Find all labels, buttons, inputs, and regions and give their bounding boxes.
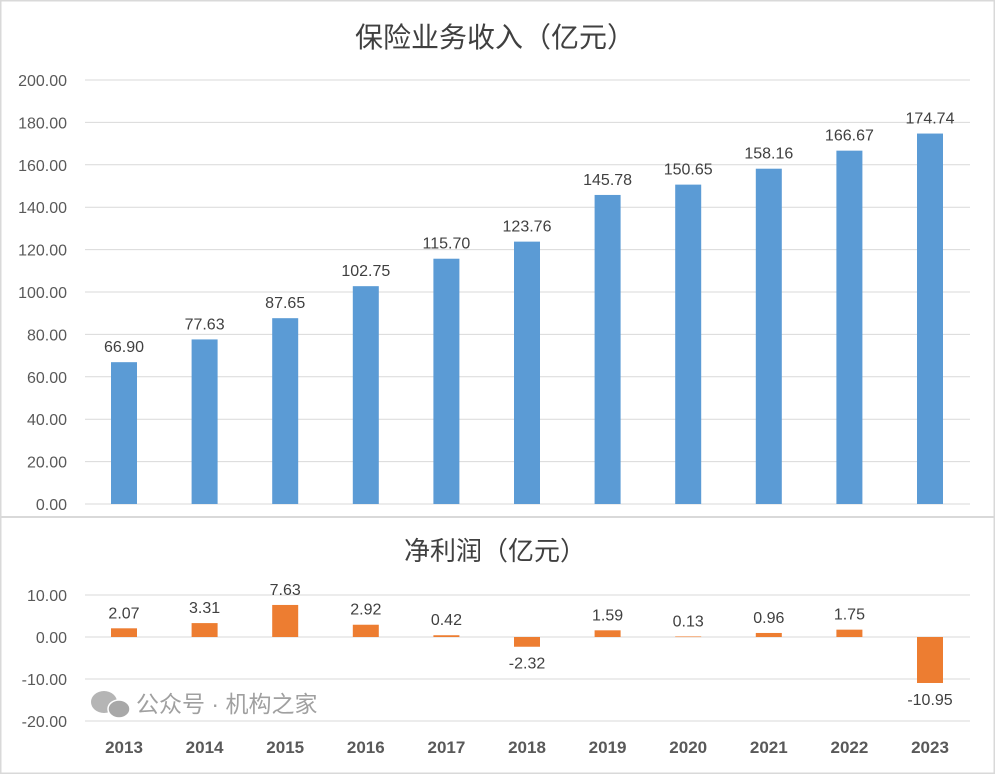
revenue-bar-2017 <box>433 258 460 504</box>
revenue-data-label: 87.65 <box>265 295 305 312</box>
net-profit-data-label: 0.96 <box>753 610 784 627</box>
revenue-data-label: 150.65 <box>664 162 713 179</box>
net-profit-bar-2018 <box>514 637 540 647</box>
net-profit-data-label: 0.13 <box>673 613 704 630</box>
x-tick-label: 2020 <box>669 738 707 757</box>
revenue-data-label: 174.74 <box>906 111 955 128</box>
top-chart-title: 保险业务收入（亿元） <box>355 22 635 53</box>
x-tick-label: 2022 <box>830 738 868 757</box>
revenue-data-label: 77.63 <box>185 316 225 333</box>
revenue-y-tick-label: 140.00 <box>18 200 67 217</box>
revenue-y-tick-label: 20.00 <box>27 455 67 472</box>
revenue-y-tick-label: 100.00 <box>18 285 67 302</box>
net-profit-y-tick-label: -10.00 <box>22 672 67 689</box>
x-tick-label: 2019 <box>589 738 627 757</box>
net-profit-bar-2023 <box>917 637 943 683</box>
revenue-data-label: 123.76 <box>503 219 552 236</box>
revenue-data-label: 66.90 <box>104 339 144 356</box>
net-profit-y-tick-label: 10.00 <box>27 588 67 605</box>
x-tick-label: 2013 <box>105 738 143 757</box>
net-profit-bar-2021 <box>755 632 782 637</box>
net-profit-data-label: -10.95 <box>907 692 952 709</box>
x-tick-label: 2016 <box>347 738 385 757</box>
net-profit-bar-2016 <box>352 624 379 637</box>
net-profit-data-label: 7.63 <box>270 582 301 599</box>
net-profit-data-label: 3.31 <box>189 600 220 617</box>
x-tick-label: 2023 <box>911 738 949 757</box>
x-tick-label: 2018 <box>508 738 546 757</box>
net-profit-bar-2022 <box>836 629 863 637</box>
revenue-y-tick-label: 60.00 <box>27 370 67 387</box>
revenue-y-tick-label: 0.00 <box>36 497 67 514</box>
revenue-bar-2020 <box>675 184 702 504</box>
x-tick-label: 2021 <box>750 738 788 757</box>
x-tick-label: 2017 <box>427 738 465 757</box>
revenue-y-tick-label: 180.00 <box>18 115 67 132</box>
net-profit-data-label: -2.32 <box>509 656 546 673</box>
net-profit-bar-2013 <box>111 628 137 637</box>
watermark: 公众号 · 机构之家 <box>91 691 317 719</box>
net-profit-data-label: 1.75 <box>834 607 865 624</box>
revenue-y-tick-label: 160.00 <box>18 158 67 175</box>
net-profit-y-tick-label: -20.00 <box>22 714 67 731</box>
bottom-chart-title: 净利润（亿元） <box>404 536 586 566</box>
x-tick-label: 2014 <box>186 738 224 757</box>
revenue-bar-2014 <box>191 339 218 504</box>
revenue-data-label: 102.75 <box>341 263 390 280</box>
revenue-data-label: 158.16 <box>744 146 793 163</box>
revenue-bar-2013 <box>111 362 137 504</box>
revenue-y-tick-label: 200.00 <box>18 73 67 90</box>
revenue-bar-2022 <box>836 150 863 504</box>
net-profit-data-label: 2.92 <box>350 602 381 619</box>
net-profit-bar-2014 <box>191 623 218 637</box>
net-profit-y-tick-label: 0.00 <box>36 630 67 647</box>
net-profit-bar-2019 <box>594 630 621 637</box>
net-profit-bar-2015 <box>272 604 299 637</box>
net-profit-data-label: 0.42 <box>431 612 462 629</box>
net-profit-data-label: 1.59 <box>592 607 623 624</box>
net-profit-bar-2017 <box>433 635 460 637</box>
net-profit-bar-2020 <box>675 636 702 638</box>
revenue-y-tick-label: 120.00 <box>18 243 67 260</box>
watermark-text: 公众号 · 机构之家 <box>136 691 317 717</box>
revenue-bar-2016 <box>352 286 379 504</box>
x-tick-label: 2015 <box>266 738 304 757</box>
revenue-y-tick-label: 80.00 <box>27 327 67 344</box>
wechat-icon <box>91 691 131 719</box>
net-profit-data-label: 2.07 <box>108 605 139 622</box>
revenue-bar-2018 <box>514 241 540 505</box>
revenue-data-label: 115.70 <box>423 236 471 253</box>
revenue-data-label: 145.78 <box>583 172 632 189</box>
revenue-bar-2023 <box>917 133 943 504</box>
revenue-bar-2019 <box>594 194 621 504</box>
revenue-bar-2015 <box>272 318 299 504</box>
revenue-y-tick-label: 40.00 <box>27 412 67 429</box>
revenue-data-label: 166.67 <box>825 128 874 145</box>
revenue-bar-2021 <box>755 168 782 504</box>
